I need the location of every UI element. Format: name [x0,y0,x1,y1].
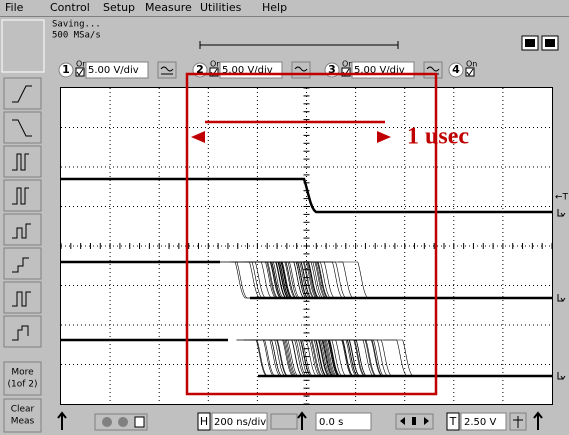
arrow-icon [58,413,66,430]
status-text: Saving... [52,20,101,30]
button-label: (1of 2) [7,380,37,390]
timebase-scale: 200 ns/div [214,417,266,428]
channel-on-label: On [466,60,477,69]
icon [545,39,555,47]
trigger-label: T [449,415,457,428]
menu-item[interactable]: Measure [145,1,192,14]
trigger-mode-button[interactable] [4,316,41,347]
toolbar-panel [2,20,44,72]
trigger-mode-button[interactable] [4,146,41,177]
coupling-button[interactable] [292,62,310,78]
icon [412,417,416,425]
trigger-mode-button[interactable] [4,180,41,211]
single-icon [135,417,144,427]
arrow-icon [534,413,542,430]
timebase-position: 0.0 s [319,417,343,428]
timebase-label: H [200,415,208,428]
menu-item[interactable]: Utilities [200,1,242,14]
run-icon [118,417,128,427]
trigger-mode-button[interactable] [4,112,41,143]
knob-button[interactable] [271,414,297,429]
channel-number: 4 [452,63,460,76]
menu-item[interactable]: Control [50,1,90,14]
coupling-button[interactable] [158,62,176,78]
menu-item[interactable]: Setup [103,1,135,14]
ground-marker [558,294,565,301]
channel-number: 1 [62,63,70,76]
button-label: Meas [11,417,35,427]
annotation-text: 1 usec [407,124,469,150]
ground-marker [558,372,565,379]
ground-marker [558,209,565,216]
sample-rate: 500 MSa/s [52,31,101,41]
button-label: Clear [11,405,35,415]
trigger-level: 2.50 V [464,417,496,428]
arrow-icon [298,413,306,430]
toolbar [4,78,41,347]
button-label: More [11,368,34,378]
menu-item[interactable]: File [5,1,24,14]
menu-item[interactable]: Help [262,1,287,14]
icon [525,39,535,47]
stop-icon [102,417,112,427]
channel-scale: 5.00 V/div [88,65,139,76]
trigger-marker: ←T [555,193,569,203]
oscilloscope-window: File Control Setup Measure Utilities Hel… [0,0,569,435]
coupling-button[interactable] [424,62,442,78]
page: File Control Setup Measure Utilities Hel… [0,0,569,435]
